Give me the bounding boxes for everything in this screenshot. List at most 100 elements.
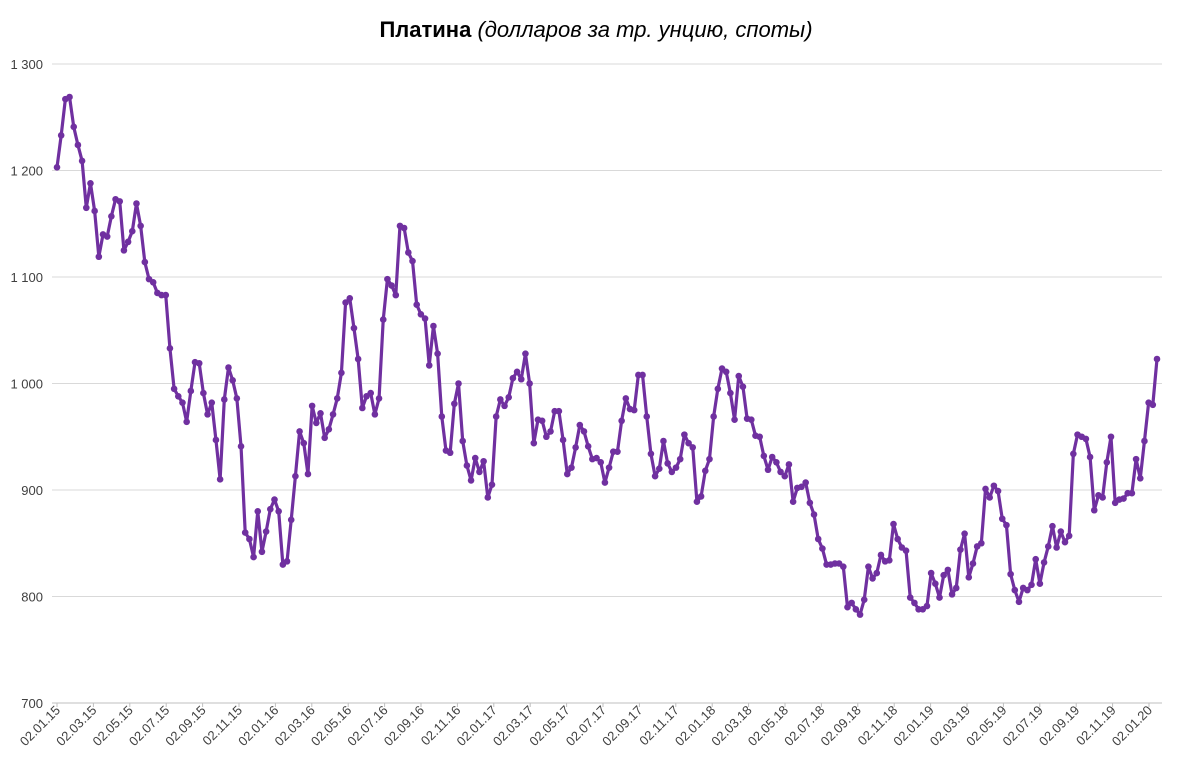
- data-point: [593, 454, 600, 462]
- data-point: [760, 452, 768, 460]
- data-point: [296, 428, 303, 435]
- data-point: [208, 399, 216, 406]
- data-point: [969, 560, 977, 567]
- data-point: [451, 400, 458, 408]
- data-point: [894, 535, 901, 543]
- data-point: [756, 433, 763, 441]
- data-point: [304, 470, 312, 478]
- data-point: [869, 575, 876, 582]
- data-point: [271, 496, 278, 503]
- data-point: [283, 558, 291, 565]
- data-point: [722, 368, 730, 376]
- data-point: [497, 396, 504, 403]
- data-point: [91, 207, 98, 215]
- data-point: [789, 498, 797, 506]
- data-point: [116, 198, 124, 205]
- data-point: [580, 428, 588, 435]
- data-point: [74, 141, 82, 149]
- data-point: [948, 591, 956, 598]
- data-point: [873, 569, 881, 577]
- data-point: [233, 395, 241, 402]
- data-point: [237, 443, 245, 450]
- data-point: [95, 253, 103, 261]
- data-point: [392, 291, 400, 299]
- data-point: [371, 411, 379, 418]
- data-point: [179, 399, 186, 406]
- data-point: [267, 505, 274, 513]
- data-point: [254, 508, 262, 515]
- data-point: [221, 396, 228, 403]
- data-point: [430, 322, 437, 330]
- data-point: [200, 389, 207, 397]
- data-point: [509, 374, 517, 382]
- data-point: [354, 355, 362, 363]
- y-tick-label: 1 300: [10, 57, 43, 72]
- data-point: [668, 468, 676, 476]
- data-point: [1103, 459, 1111, 466]
- data-point: [655, 465, 663, 473]
- data-point: [714, 385, 722, 393]
- data-point: [359, 404, 366, 412]
- y-tick-label: 700: [21, 696, 43, 711]
- data-point: [1053, 544, 1060, 551]
- data-point: [292, 472, 299, 480]
- data-point: [379, 316, 387, 323]
- data-point: [693, 498, 701, 506]
- data-point: [978, 539, 985, 547]
- data-point: [572, 444, 579, 451]
- data-point: [133, 200, 140, 207]
- data-point: [384, 275, 391, 283]
- data-point: [860, 596, 868, 603]
- data-point: [82, 204, 90, 212]
- data-point: [170, 385, 178, 393]
- data-point: [137, 222, 144, 230]
- data-point: [563, 470, 571, 478]
- data-point: [568, 464, 575, 471]
- data-point: [844, 603, 851, 611]
- data-point: [258, 548, 266, 556]
- y-tick-label: 1 100: [10, 270, 43, 285]
- data-point: [342, 299, 349, 306]
- data-point: [212, 436, 220, 444]
- data-point: [174, 392, 182, 400]
- data-point: [87, 179, 94, 187]
- data-point: [701, 467, 709, 475]
- data-point: [731, 416, 738, 424]
- data-point: [241, 529, 249, 536]
- data-point: [547, 428, 554, 435]
- data-point: [70, 123, 78, 131]
- data-point: [764, 466, 772, 474]
- data-point: [1099, 494, 1106, 501]
- data-point: [375, 395, 383, 402]
- x-tick-label: 02.09.16: [381, 703, 427, 749]
- data-point: [710, 413, 717, 420]
- data-point: [697, 493, 705, 500]
- data-point: [338, 369, 345, 377]
- x-tick-label: 02.09.18: [818, 703, 864, 749]
- data-point: [128, 227, 136, 235]
- series-platinum: [53, 93, 1161, 618]
- data-point: [53, 164, 61, 171]
- data-point: [405, 249, 412, 256]
- data-point: [618, 417, 625, 425]
- data-point: [555, 407, 563, 415]
- data-point: [877, 551, 885, 559]
- data-point: [994, 487, 1002, 495]
- data-point: [367, 389, 374, 397]
- data-point: [513, 368, 521, 376]
- data-point: [1028, 581, 1035, 589]
- data-point: [476, 468, 483, 476]
- data-point: [597, 459, 605, 466]
- data-point: [936, 594, 943, 601]
- data-point: [480, 457, 487, 465]
- data-point: [961, 530, 968, 537]
- data-point: [1132, 455, 1140, 463]
- data-point: [852, 605, 860, 613]
- data-point: [689, 444, 697, 451]
- data-point: [187, 387, 195, 395]
- data-point: [488, 481, 496, 488]
- data-point: [1086, 453, 1094, 461]
- data-point: [434, 350, 441, 357]
- data-point: [932, 580, 939, 588]
